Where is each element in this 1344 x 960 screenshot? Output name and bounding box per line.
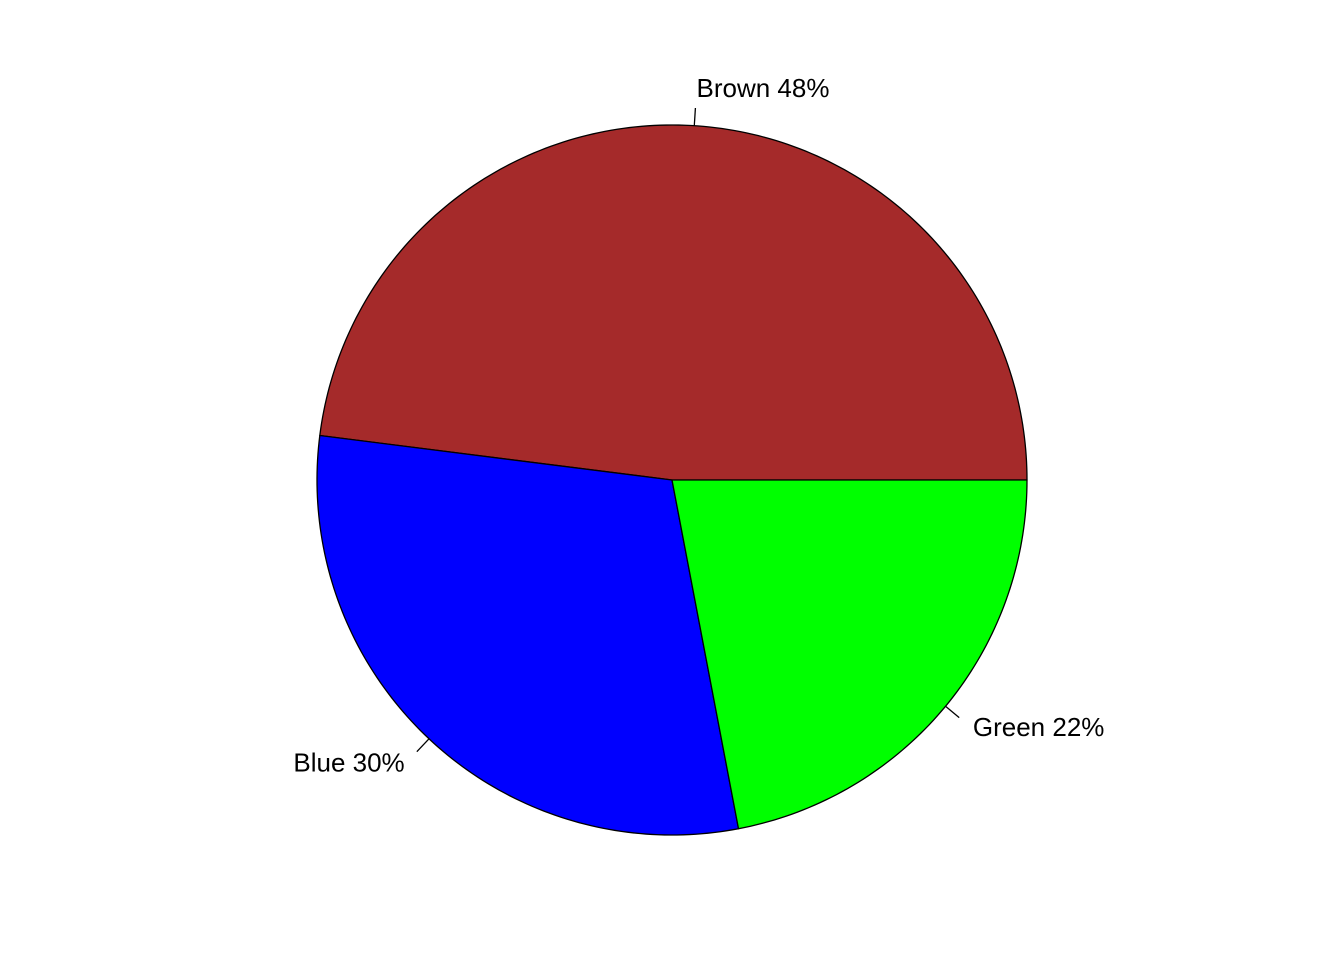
pie-label-green: Green 22% — [973, 712, 1105, 742]
pie-tick-blue — [416, 738, 430, 753]
pie-labels: Brown 48% Blue 30% Green 22% — [293, 73, 1104, 777]
pie-slice-brown — [319, 124, 1028, 481]
pie-label-ticks — [416, 107, 960, 753]
pie-slices — [316, 124, 1028, 836]
pie-tick-green — [945, 705, 960, 719]
pie-label-blue: Blue 30% — [293, 748, 404, 778]
pie-tick-brown — [693, 107, 697, 126]
pie-label-brown: Brown 48% — [697, 73, 830, 103]
